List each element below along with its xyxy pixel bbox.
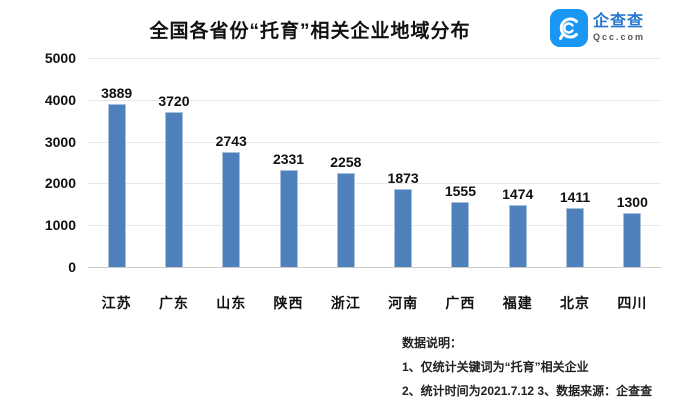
y-tick-label-0: 0 [68,259,76,275]
bar-value-label: 1873 [387,170,419,186]
gridline-5000: 5000 [45,50,661,66]
bar-rect [451,202,470,267]
bar-slot-河南: 1873 [374,170,431,267]
bar-rect [508,205,527,267]
bar-rect [566,208,585,267]
x-axis-label-福建: 福建 [502,295,533,311]
bar-rect [394,189,413,267]
bar-value-label: 2743 [215,133,247,149]
x-axis-label-山东: 山东 [216,295,247,311]
x-axis-label-四川: 四川 [617,295,648,311]
y-tick-label-2000: 2000 [44,175,76,192]
bar-slot-山东: 2743 [203,133,260,267]
x-axis-label-北京: 北京 [560,295,591,311]
bar-value-label: 1411 [559,189,591,205]
bar-rect [279,170,298,267]
x-axis-label-江苏: 江苏 [101,295,132,311]
bar-slot-四川: 1300 [604,194,661,267]
bar-slot-广西: 1555 [432,183,489,267]
bar-slot-福建: 1474 [489,186,546,267]
gridline-4000: 4000 [45,92,661,108]
y-tick-label-4000: 4000 [44,91,76,108]
bar-rect [164,112,183,267]
x-axis-label-浙江: 浙江 [330,295,361,311]
gridline-0: 0 [68,259,661,275]
x-axis-label-广西: 广西 [445,295,476,311]
x-axis-label-河南: 河南 [388,295,419,311]
gridline-2000: 2000 [45,175,661,191]
bar-value-label: 1555 [444,183,476,199]
bar-rect [222,152,241,267]
notes-title: 数据说明： [402,336,463,350]
gridline-3000: 3000 [45,134,661,150]
chart-title: 全国各省份“托育”相关企业地域分布 [149,21,471,42]
bar-rect [107,104,126,267]
bar-rect [336,173,355,267]
bar-slot-江苏: 3889 [88,85,145,267]
bar-slot-广东: 3720 [145,93,202,267]
y-tick-label-1000: 1000 [44,217,76,234]
data-notes: 数据说明： 1、仅统计关键词为“托育”相关企业 2、统计时间为2021.7.12… [402,331,652,403]
bar-value-label: 1474 [502,186,534,202]
notes-line-1: 1、仅统计关键词为“托育”相关企业 [402,360,589,374]
bar-slot-浙江: 2258 [317,154,374,267]
bars-container: 3889 3720 2743 2331 2258 1873 1555 1474 1411 1300 [88,58,661,267]
x-axis-label-陕西: 陕西 [273,295,304,311]
y-tick-label-3000: 3000 [44,133,76,150]
bar-slot-北京: 1411 [546,189,603,267]
logo-domain: Qcc.com [592,32,645,42]
bar-rect [623,213,642,267]
bar-slot-陕西: 2331 [260,151,317,267]
plot-area: 0 1000 2000 3000 4000 5000 3889 3720 2743 2331 22… [45,50,661,275]
notes-line-2: 2、统计时间为2021.7.12 3、数据来源：企查查 [402,384,653,398]
logo-text: 企查查 Qcc.com [593,14,645,42]
gridline-1000: 1000 [45,217,661,233]
bar-value-label: 3720 [158,93,190,109]
bar-value-label: 2258 [330,154,362,170]
x-axis-label-广东: 广东 [158,295,189,311]
logo-company-name: 企查查 [592,13,644,30]
qcc-magnifier-icon [549,9,588,47]
x-axis-labels: 江苏 广东 山东 陕西 浙江 河南 广西 福建 北京 四川 [88,293,661,313]
y-tick-label-5000: 5000 [44,50,76,66]
bar-value-label: 1300 [616,194,648,210]
bar-value-label: 3889 [101,85,133,101]
qcc-logo: 企查查 Qcc.com [549,9,645,47]
bar-value-label: 2331 [272,151,305,167]
